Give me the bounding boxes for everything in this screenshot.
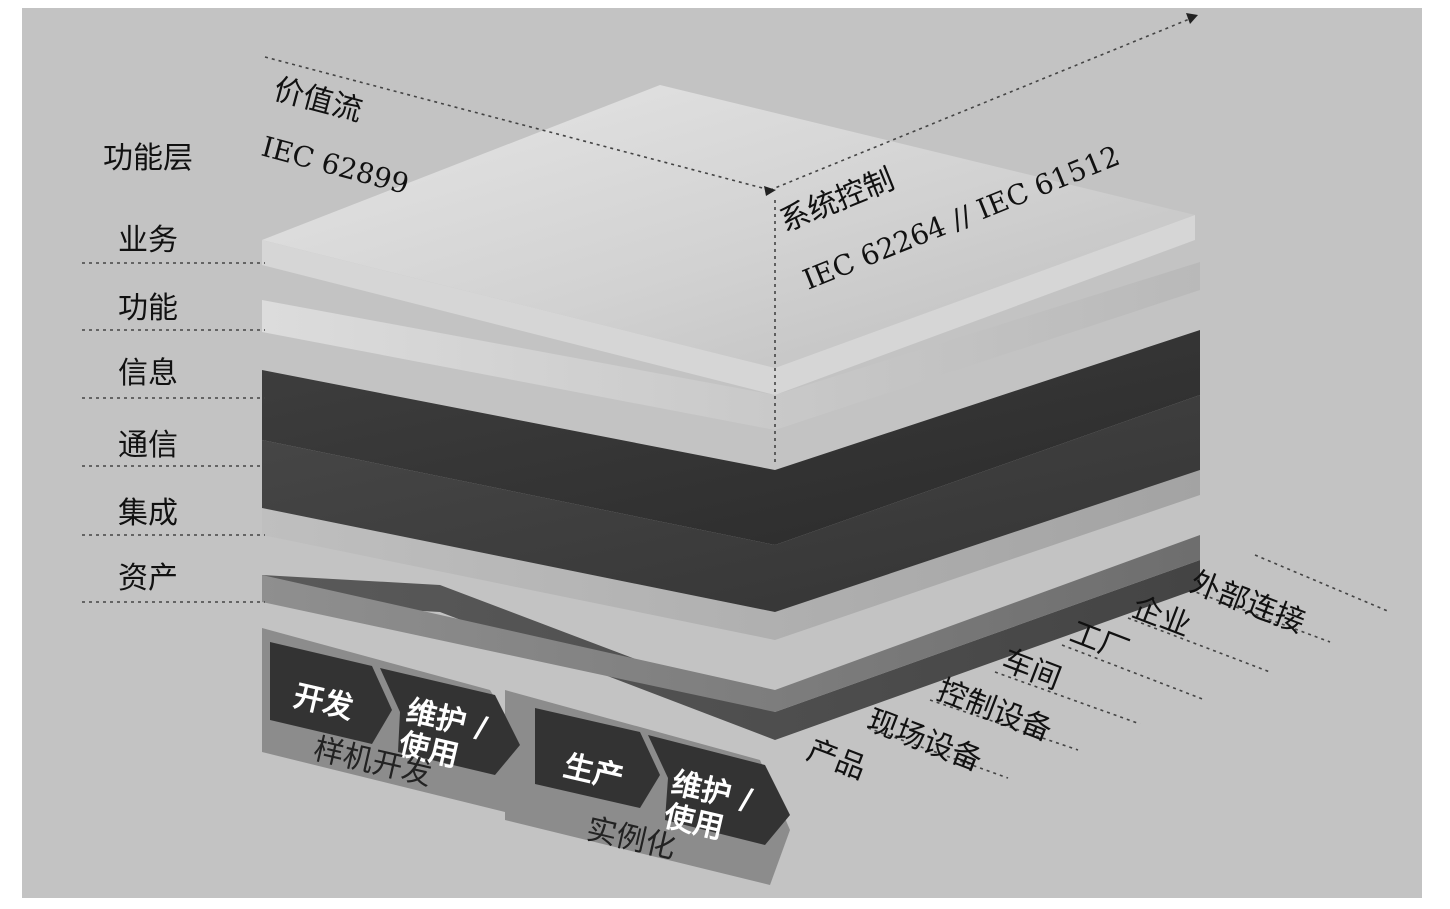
step-develop — [270, 642, 392, 744]
hierarchy-leader — [1061, 644, 1206, 701]
slab-information — [262, 330, 1200, 545]
step-maintain-1 — [380, 668, 520, 775]
layer-label: 业务 — [118, 223, 178, 258]
layer-label: 资产 — [118, 561, 178, 596]
hierarchy-leader — [929, 699, 1079, 751]
slab-business-top — [262, 85, 1195, 368]
arrow-head-icon — [1186, 13, 1198, 24]
hierarchy-leader — [1127, 617, 1271, 673]
step-maintain-1-label: 维护 /使用 — [395, 693, 491, 779]
arrow-head-icon — [764, 186, 776, 196]
layer-leader-lines — [82, 262, 265, 603]
hierarchy-axis — [769, 17, 1193, 191]
functional-layers-label: 功能层 — [103, 141, 193, 176]
slab-base — [262, 560, 1200, 740]
hierarchy-leader — [994, 671, 1141, 725]
step-maintain-2 — [648, 735, 790, 845]
layer-label: 通信 — [118, 428, 178, 463]
slab-function — [262, 262, 1200, 430]
layer-label: 集成 — [118, 496, 178, 531]
layer-label: 信息 — [118, 356, 178, 391]
layer-slabs — [262, 85, 1200, 740]
slab-business-edge — [262, 215, 1195, 395]
layer-label: 功能 — [118, 291, 178, 326]
slab-communication — [262, 395, 1200, 612]
hierarchy-leader-lines — [867, 554, 1391, 779]
value-stream-axis — [264, 56, 771, 191]
slab-asset — [262, 535, 1200, 712]
step-produce — [535, 708, 660, 808]
slab-integration — [262, 470, 1200, 640]
axis-lines — [264, 13, 1198, 465]
